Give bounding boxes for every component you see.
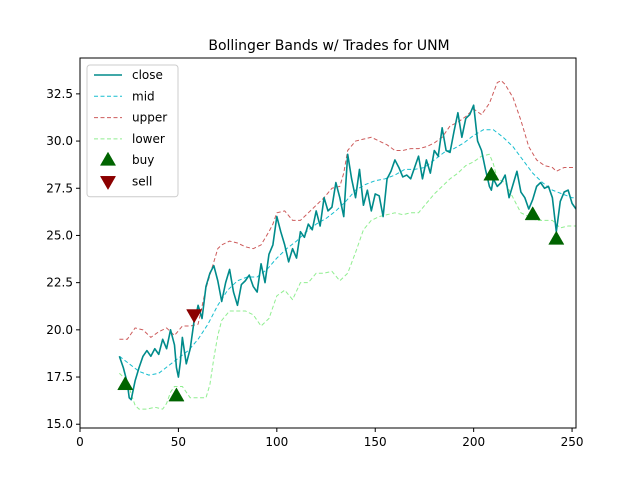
legend-label-buy: buy xyxy=(132,153,154,167)
sell-marker xyxy=(186,309,203,324)
legend-label-upper: upper xyxy=(132,111,167,125)
series-line-mid xyxy=(119,129,576,376)
y-tick-label: 15.0 xyxy=(46,417,73,431)
legend-label-close: close xyxy=(132,68,163,82)
buy-marker xyxy=(117,376,134,391)
buy-marker xyxy=(168,387,185,402)
marker-layer xyxy=(117,166,565,402)
y-tick-label: 25.0 xyxy=(46,228,73,242)
y-tick-label: 17.5 xyxy=(46,370,73,384)
series-line-upper xyxy=(119,80,576,340)
buy-marker xyxy=(524,206,541,221)
legend-buy-marker xyxy=(99,151,117,166)
x-tick-label: 50 xyxy=(171,435,186,449)
buy-marker xyxy=(483,166,500,181)
legend-label-sell: sell xyxy=(132,175,152,189)
axis-layer: 0 50 100 150 200 250 15.0 17.5 20.0 22.5 25.0 27.5 3… xyxy=(46,57,584,449)
x-tick-label: 250 xyxy=(561,435,584,449)
series-line-close xyxy=(118,104,576,401)
y-tick-label: 22.5 xyxy=(46,276,73,290)
y-tick-label: 27.5 xyxy=(46,181,73,195)
x-tick-label: 100 xyxy=(265,435,288,449)
legend-label-lower: lower xyxy=(132,132,165,146)
chart-title: Bollinger Bands w/ Trades for UNM xyxy=(208,38,449,54)
legend-sell-marker xyxy=(99,176,117,191)
y-tick-label: 20.0 xyxy=(46,323,73,337)
x-tick-label: 200 xyxy=(462,435,485,449)
y-tick-label: 32.5 xyxy=(46,87,73,101)
x-tick-label: 150 xyxy=(364,435,387,449)
legend: close mid upper lower buy sell xyxy=(86,64,179,198)
y-tick-label: 30.0 xyxy=(46,134,73,148)
buy-marker xyxy=(548,230,565,245)
series-line-lower xyxy=(119,153,576,410)
x-tick-label: 0 xyxy=(76,435,84,449)
axes-frame xyxy=(79,57,577,429)
legend-label-mid: mid xyxy=(132,89,155,103)
series-layer xyxy=(118,80,576,410)
